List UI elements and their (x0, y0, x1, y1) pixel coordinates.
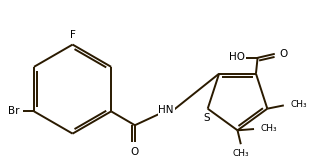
Text: Br: Br (8, 106, 19, 116)
Text: HN: HN (158, 105, 174, 115)
Text: HO: HO (229, 52, 245, 62)
Text: CH₃: CH₃ (291, 99, 307, 109)
Text: F: F (70, 30, 76, 40)
Text: CH₃: CH₃ (233, 149, 249, 158)
Text: S: S (204, 113, 210, 123)
Text: O: O (131, 147, 139, 157)
Text: CH₃: CH₃ (260, 124, 277, 132)
Text: O: O (280, 49, 288, 59)
